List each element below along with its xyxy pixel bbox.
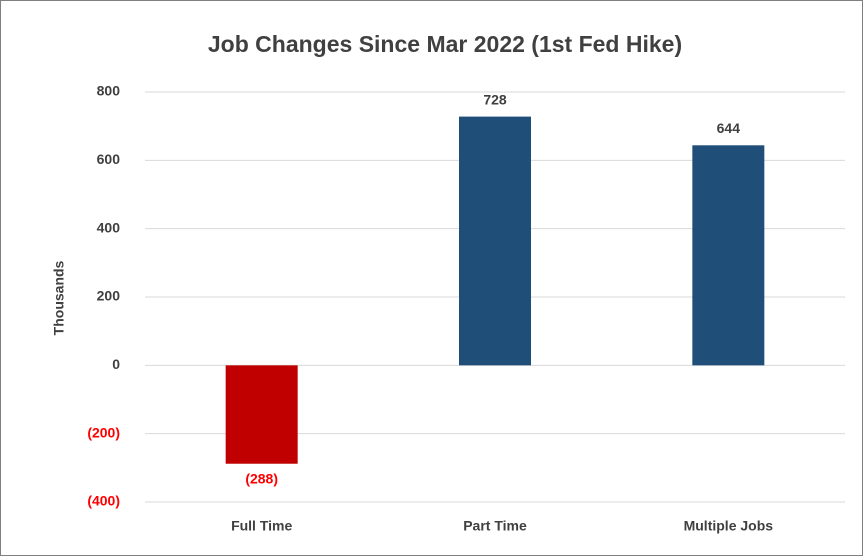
data-label: 644 [717, 120, 741, 136]
bar [225, 365, 298, 464]
y-tick-label: 0 [112, 356, 120, 372]
bar [692, 145, 765, 366]
y-tick-label: 600 [97, 151, 121, 167]
chart-title: Job Changes Since Mar 2022 (1st Fed Hike… [208, 31, 682, 57]
y-axis-label: Thousands [51, 260, 67, 335]
x-tick-label: Full Time [231, 518, 292, 534]
y-tick-label: 800 [97, 83, 121, 99]
x-tick-label: Multiple Jobs [684, 518, 774, 534]
bar [459, 116, 531, 366]
data-label: 728 [483, 91, 507, 107]
y-tick-label: (200) [87, 424, 120, 440]
x-tick-label: Part Time [463, 518, 527, 534]
y-tick-label: 400 [97, 219, 121, 235]
y-tick-label: (400) [87, 493, 120, 509]
y-tick-label: 200 [97, 288, 121, 304]
data-label: (288) [245, 470, 278, 486]
